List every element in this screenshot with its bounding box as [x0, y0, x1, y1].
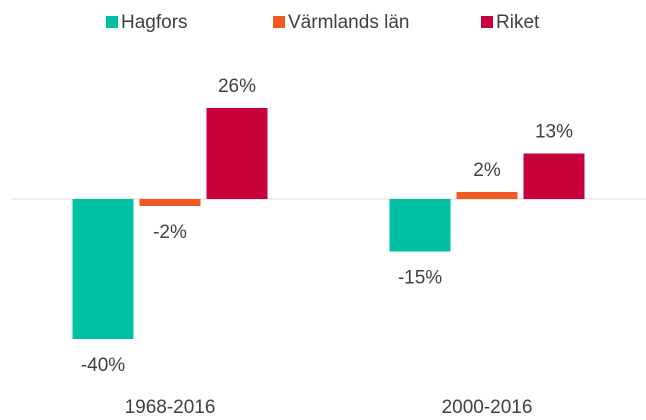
bar — [139, 199, 201, 206]
data-label: 26% — [218, 76, 256, 97]
bar — [389, 199, 451, 252]
data-label: 2% — [473, 160, 501, 181]
legend-swatch — [273, 16, 285, 28]
legend-label: Hagfors — [121, 12, 188, 33]
data-label: 13% — [535, 122, 573, 143]
x-tick-label: 2000-2016 — [442, 397, 533, 418]
legend-label: Riket — [496, 12, 540, 33]
data-label: -2% — [153, 222, 187, 243]
data-label: -15% — [398, 268, 442, 289]
bar — [206, 108, 268, 199]
legend-swatch — [481, 16, 493, 28]
bar — [72, 199, 134, 339]
x-tick-label: 1968-2016 — [125, 397, 216, 418]
data-label: -40% — [81, 355, 125, 376]
bar — [456, 192, 518, 199]
legend-label: Värmlands län — [288, 12, 409, 33]
legend-swatch — [106, 16, 118, 28]
bar — [523, 153, 585, 199]
